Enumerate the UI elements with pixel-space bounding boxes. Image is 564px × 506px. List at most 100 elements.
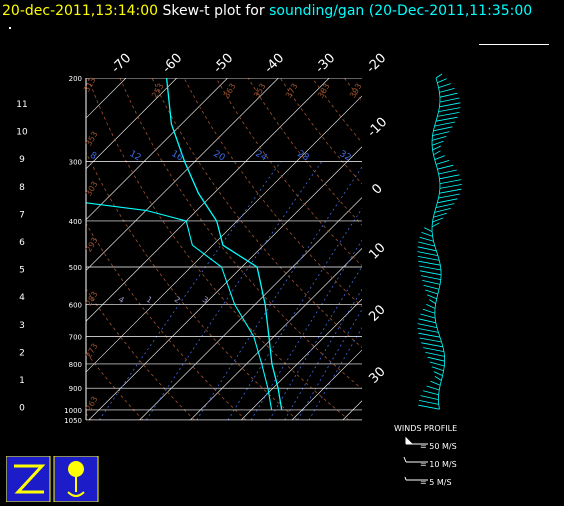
- temperature-right-tick: 20: [366, 302, 388, 324]
- wind-barb: [425, 352, 445, 357]
- wind-legend-50: = 50 M/S: [404, 442, 457, 451]
- wind-staff: [435, 77, 438, 83]
- mixing-ratio-line: [308, 326, 362, 420]
- dry-adiabat-label: 363: [222, 82, 237, 100]
- wind-barb: [439, 179, 462, 184]
- wind-staff: [435, 116, 438, 122]
- chart-title: 20-dec-2011,13:14:00 Skew-t plot for sou…: [2, 2, 532, 20]
- pressure-tick-label: 500: [69, 264, 82, 272]
- wind-barb: [422, 308, 435, 314]
- wind-staff: [434, 317, 437, 323]
- wind-barb: [431, 366, 444, 372]
- wind-barb: [426, 385, 440, 391]
- height-tick-label: 4: [19, 293, 25, 303]
- mixing-ratio-label: 12: [128, 149, 143, 163]
- wind-legend-50-label: = 50 M/S: [420, 442, 457, 451]
- dry-adiabat-line: [183, 78, 362, 308]
- wind-barb: [420, 313, 436, 319]
- isotherm-line: [0, 78, 75, 420]
- wind-barb: [439, 92, 458, 98]
- height-tick-label: 0: [19, 404, 25, 414]
- pressure-tick-label: 1050: [64, 417, 82, 425]
- wind-barb: [429, 299, 436, 304]
- wind-barb: [419, 270, 442, 276]
- wind-barb: [437, 198, 458, 204]
- mixing-ratio-line: [196, 166, 362, 420]
- wind-staff: [432, 236, 434, 242]
- wind-barb: [429, 361, 445, 367]
- wind-barb: [427, 356, 445, 362]
- dry-adiabat-label: 383: [316, 82, 331, 100]
- wind-barb: [438, 193, 460, 199]
- wind-barb: [432, 145, 441, 151]
- wind-staff: [434, 121, 437, 127]
- temperature-top-tick: -30: [313, 51, 339, 77]
- mixing-ratio-lower-label: 4: [117, 295, 126, 305]
- wind-barb: [437, 112, 460, 117]
- wind-staff: [437, 289, 440, 295]
- wind-staff: [433, 241, 436, 247]
- wind-staff: [442, 370, 444, 376]
- dry-adiabat-line: [151, 78, 362, 349]
- balloon-logo-icon: [68, 461, 84, 477]
- wind-staff: [437, 169, 440, 175]
- wind-staff: [441, 341, 444, 347]
- wind-staff: [435, 164, 438, 170]
- mixing-ratio-line: [98, 161, 282, 420]
- dry-adiabat-line: [247, 78, 362, 226]
- wind-barb: [421, 342, 444, 348]
- pressure-tick-label: 800: [69, 361, 82, 369]
- height-tick-label: 10: [16, 128, 28, 138]
- wind-barb: [437, 78, 447, 84]
- wind-barb: [439, 88, 455, 93]
- wind-barb: [434, 121, 456, 127]
- wind-barb: [419, 236, 434, 242]
- height-tick-label: 11: [16, 100, 27, 110]
- wind-barb: [431, 222, 440, 228]
- wind-barb: [420, 395, 439, 400]
- temperature-right-tick: 0: [369, 181, 385, 197]
- wind-staff: [433, 154, 436, 160]
- wind-barb: [426, 304, 436, 309]
- wind-barb: [431, 136, 447, 141]
- wind-barb: [431, 140, 444, 146]
- isotherm-line: [86, 78, 178, 170]
- isotherm-line: [86, 78, 279, 271]
- wind-barb: [432, 217, 444, 223]
- wind-staff: [434, 303, 437, 309]
- wind-barb: [419, 337, 442, 343]
- corner-dot: [9, 27, 11, 29]
- isotherm-line: [190, 247, 362, 420]
- height-tick-label: 3: [19, 321, 25, 331]
- wind-staff: [436, 111, 439, 117]
- wind-barb: [417, 328, 439, 333]
- wind-barb: [434, 155, 445, 160]
- isotherm-line: [240, 298, 362, 420]
- wind-staff: [438, 193, 440, 199]
- mixing-ratio-line: [284, 288, 362, 420]
- wind-barb: [423, 347, 445, 352]
- pressure-tick-label: 1000: [64, 407, 82, 415]
- dry-adiabat-label: 313: [82, 76, 97, 94]
- wind-legend-5: = 5 M/S: [404, 478, 452, 487]
- height-tick-label: 2: [19, 348, 25, 358]
- wind-barb: [422, 280, 441, 285]
- height-tick-label: 7: [19, 210, 25, 220]
- dry-adiabat-line: [86, 151, 298, 420]
- temperature-right-tick: 30: [366, 364, 388, 386]
- wind-staff: [432, 212, 435, 218]
- wind-barb: [417, 256, 440, 261]
- header-rule: [479, 44, 549, 45]
- z-logo-icon: [14, 464, 46, 494]
- wind-barb: [418, 400, 439, 405]
- wind-staff: [442, 346, 445, 352]
- mixing-ratio-line: [297, 308, 362, 420]
- height-tick-label: 1: [19, 376, 25, 386]
- wind-barb: [434, 376, 442, 381]
- wind-barb: [439, 184, 462, 189]
- wind-staff: [439, 279, 442, 285]
- wind-barb: [439, 188, 462, 194]
- height-tick-label: 6: [19, 238, 25, 248]
- wind-barb: [419, 265, 442, 271]
- wind-staff: [435, 298, 438, 304]
